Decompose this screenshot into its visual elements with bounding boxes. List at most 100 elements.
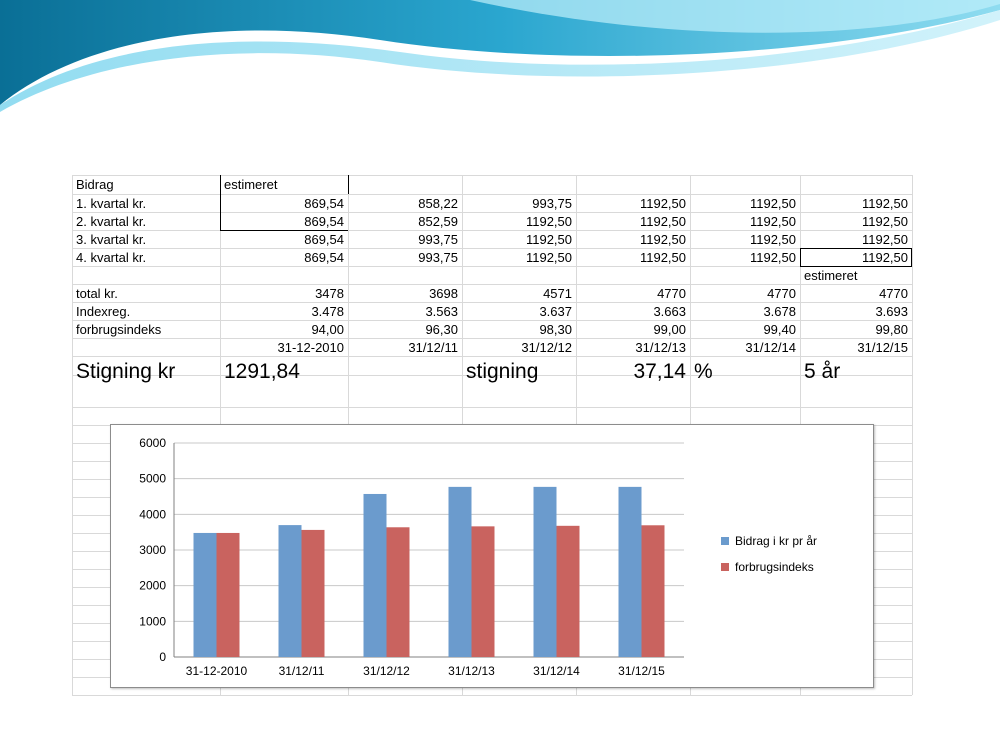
quarter-value: 1192,50 [861,250,908,265]
y-tick-label: 6000 [139,436,166,450]
quarter-value: 869,54 [304,196,344,211]
stigning-label: stigning [466,360,539,383]
stigning-kr-value: 1291,84 [224,360,300,383]
grid-line [72,356,912,357]
quarter-value: 1192,50 [861,232,908,247]
y-tick-label: 5000 [139,472,166,486]
total-value: 4770 [767,286,796,301]
indexreg-value: 3.563 [425,304,458,319]
grid-line [72,407,912,408]
grid-line [800,248,912,249]
date-value: 31-12-2010 [277,340,345,355]
x-tick-label: 31/12/11 [279,664,325,678]
grid-line [220,175,221,230]
estimeret-note: estimeret [804,268,858,283]
bar-bidrag [448,486,472,657]
indexreg-value: 3.478 [311,304,344,319]
forbrug-value: 94,00 [311,322,344,337]
grid-line [72,266,912,267]
grid-line [912,175,913,695]
row-label: 1. kvartal kr. [76,196,147,211]
bar-forbrugsindeks [216,532,240,657]
date-value: 31/12/15 [857,340,908,355]
indexreg-value: 3.637 [539,304,572,319]
x-tick-label: 31/12/13 [448,664,495,678]
indexreg-value: 3.663 [653,304,686,319]
bar-forbrugsindeks [556,525,580,657]
grid-line [72,338,912,339]
quarter-value: 1192,50 [861,214,908,229]
bar-bidrag [278,525,302,657]
date-value: 31/12/12 [521,340,572,355]
bar-chart: 0 1000 2000 3000 4000 5000 6000 31-12-2010 31/12… [139,436,817,678]
x-tick-label: 31/12/12 [363,664,410,678]
quarter-value: 1192,50 [749,250,796,265]
forbrug-value: 99,40 [763,322,796,337]
grid-line [72,175,73,695]
grid-line [72,175,912,176]
row-label: Indexreg. [76,304,131,319]
quarter-value: 1192,50 [749,214,796,229]
bar-forbrugsindeks [641,525,665,657]
date-value: 31/12/11 [408,340,458,355]
quarter-value: 993,75 [418,232,458,247]
quarter-value: 993,75 [532,196,572,211]
row-label: 4. kvartal kr. [76,250,147,265]
legend-swatch [721,563,729,571]
quarter-value: 1192,50 [749,196,796,211]
quarter-value: 1192,50 [525,250,572,265]
grid-line [72,230,912,231]
total-value: 3478 [315,286,344,301]
quarter-value: 869,54 [304,214,344,229]
grid-line [348,175,349,194]
total-value: 4571 [543,286,572,301]
quarter-value: 993,75 [418,250,458,265]
legend-label: forbrugsindeks [735,560,814,574]
grid-line [800,266,912,267]
bar-bidrag [533,486,557,657]
quarter-value: 1192,50 [639,214,686,229]
row-label: Bidrag [76,177,114,192]
bar-forbrugsindeks [386,527,410,657]
grid-line [800,248,801,266]
bar-forbrugsindeks [471,526,495,657]
forbrug-value: 99,00 [653,322,686,337]
row-label: 3. kvartal kr. [76,232,147,247]
total-value: 3698 [429,286,458,301]
total-value: 4770 [879,286,908,301]
quarter-value: 1192,50 [749,232,796,247]
chart-container: 0 1000 2000 3000 4000 5000 6000 31-12-2010 31/12… [110,424,874,688]
legend-swatch [721,537,729,545]
bar-bidrag [363,493,387,657]
grid-line [72,194,912,195]
grid-line [220,230,348,231]
quarter-value: 869,54 [304,232,344,247]
grid-line [72,302,912,303]
quarter-value: 1192,50 [525,232,572,247]
grid-line [72,375,912,376]
quarter-value: 858,22 [418,196,458,211]
row-label: total kr. [76,286,118,301]
x-tick-label: 31/12/14 [533,664,580,678]
x-tick-label: 31-12-2010 [186,664,248,678]
y-tick-label: 1000 [139,614,166,628]
y-tick-label: 4000 [139,507,166,521]
forbrug-value: 96,30 [425,322,458,337]
legend-label: Bidrag i kr pr år [735,534,817,548]
x-tick-label: 31/12/15 [618,664,665,678]
quarter-value: 1192,50 [525,214,572,229]
indexreg-value: 3.678 [763,304,796,319]
stigning-pct-value: 37,14 [633,360,686,383]
y-tick-label: 2000 [139,579,166,593]
total-value: 4770 [657,286,686,301]
quarter-value: 869,54 [304,250,344,265]
grid-line [72,320,912,321]
bar-forbrugsindeks [301,529,325,657]
pct-sign: % [694,360,713,383]
forbrug-value: 99,80 [875,322,908,337]
header-wave-decoration [0,0,1000,112]
quarter-value: 1192,50 [639,232,686,247]
date-value: 31/12/14 [745,340,796,355]
stigning-kr-label: Stigning kr [76,360,176,383]
indexreg-value: 3.693 [875,304,908,319]
